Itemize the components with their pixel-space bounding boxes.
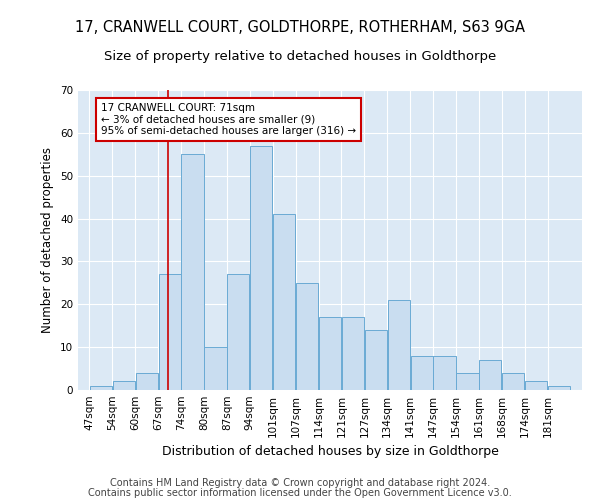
Text: 17, CRANWELL COURT, GOLDTHORPE, ROTHERHAM, S63 9GA: 17, CRANWELL COURT, GOLDTHORPE, ROTHERHA… bbox=[75, 20, 525, 35]
Text: Contains HM Land Registry data © Crown copyright and database right 2024.: Contains HM Land Registry data © Crown c… bbox=[110, 478, 490, 488]
Bar bbox=[296, 283, 318, 390]
Bar bbox=[205, 347, 227, 390]
Bar bbox=[410, 356, 433, 390]
X-axis label: Distribution of detached houses by size in Goldthorpe: Distribution of detached houses by size … bbox=[161, 446, 499, 458]
Bar bbox=[136, 373, 158, 390]
Bar bbox=[158, 274, 181, 390]
Bar bbox=[113, 382, 135, 390]
Bar bbox=[502, 373, 524, 390]
Bar bbox=[250, 146, 272, 390]
Bar bbox=[457, 373, 479, 390]
Bar bbox=[90, 386, 112, 390]
Bar bbox=[479, 360, 502, 390]
Bar bbox=[525, 382, 547, 390]
Bar bbox=[548, 386, 570, 390]
Y-axis label: Number of detached properties: Number of detached properties bbox=[41, 147, 55, 333]
Bar bbox=[273, 214, 295, 390]
Bar bbox=[433, 356, 455, 390]
Bar bbox=[319, 317, 341, 390]
Bar bbox=[365, 330, 387, 390]
Bar bbox=[342, 317, 364, 390]
Bar bbox=[227, 274, 250, 390]
Bar bbox=[181, 154, 203, 390]
Text: Contains public sector information licensed under the Open Government Licence v3: Contains public sector information licen… bbox=[88, 488, 512, 498]
Bar bbox=[388, 300, 410, 390]
Text: Size of property relative to detached houses in Goldthorpe: Size of property relative to detached ho… bbox=[104, 50, 496, 63]
Text: 17 CRANWELL COURT: 71sqm
← 3% of detached houses are smaller (9)
95% of semi-det: 17 CRANWELL COURT: 71sqm ← 3% of detache… bbox=[101, 103, 356, 136]
